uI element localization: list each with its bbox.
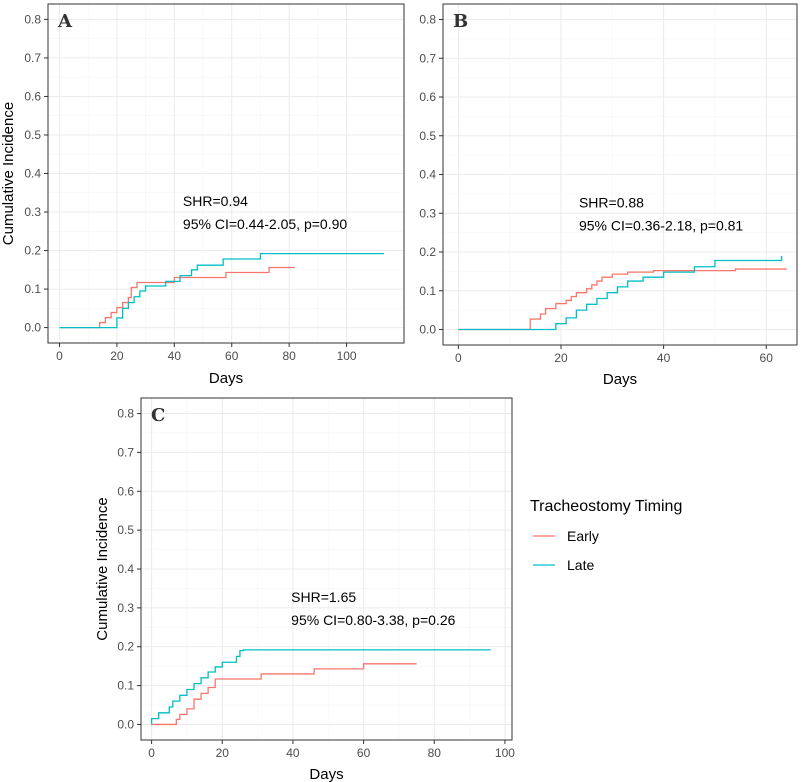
- panel-label: A: [57, 11, 73, 32]
- x-tick-label: 0: [148, 746, 155, 760]
- annotation-ci: 95% CI=0.36-2.18, p=0.81: [579, 217, 743, 233]
- y-tick-label: 0.8: [24, 12, 41, 26]
- x-tick-label: 100: [495, 746, 515, 760]
- x-tick-label: 40: [168, 349, 182, 363]
- gridlines: [48, 4, 404, 343]
- annotation-shr: SHR=0.94: [183, 193, 248, 209]
- series-line-early: [458, 268, 787, 331]
- y-axis-title: Cumulative Incidence: [0, 102, 17, 245]
- x-axis-title: Days: [309, 766, 343, 782]
- panel-a: 0 20 40 60 80 100 0.0 0.1 0.2 0.3 0.4 0.5 0.6 0.7 0.8 D…: [0, 3, 405, 387]
- x-tick-label: 60: [357, 746, 371, 760]
- y-tick-label: 0.5: [419, 129, 436, 143]
- y-tick-label: 0.7: [24, 51, 41, 65]
- series-line-early: [151, 663, 417, 726]
- legend-item-early: Early: [533, 528, 599, 544]
- x-axis-title: Days: [209, 370, 243, 387]
- y-tick-label: 0.4: [117, 562, 134, 576]
- y-tick-label: 0.3: [117, 601, 134, 615]
- panel-label: B: [453, 11, 468, 32]
- x-tick-label: 80: [282, 349, 296, 363]
- x-tick-label: 40: [286, 746, 300, 760]
- x-tick-label: 20: [216, 746, 230, 760]
- x-tick-label: 40: [657, 351, 671, 365]
- legend-label-late: Late: [567, 557, 594, 573]
- series-line-late: [150, 649, 491, 725]
- y-tick-label: 0.5: [117, 523, 134, 537]
- annotation-ci: 95% CI=0.80-3.38, p=0.26: [291, 612, 455, 628]
- x-tick-label: 100: [337, 349, 357, 363]
- x-tick-label: 60: [225, 349, 239, 363]
- y-tick-label: 0.6: [117, 484, 134, 498]
- panel-label: C: [151, 405, 165, 426]
- y-tick-label: 0.3: [419, 206, 436, 220]
- y-tick-label: 0.6: [419, 90, 436, 104]
- legend-item-late: Late: [533, 557, 594, 573]
- y-tick-label: 0.2: [24, 244, 41, 258]
- y-tick-label: 0.6: [24, 89, 41, 103]
- x-tick-label: 60: [760, 351, 774, 365]
- x-tick-label: 20: [110, 349, 124, 363]
- y-tick-label: 0.1: [419, 284, 436, 298]
- annotation-ci: 95% CI=0.44-2.05, p=0.90: [183, 216, 347, 232]
- y-tick-label: 0.2: [419, 245, 436, 259]
- legend-title: Tracheostomy Timing: [530, 498, 682, 515]
- y-tick-label: 0.0: [117, 717, 134, 731]
- panel-b: 0 20 40 60 0.0 0.1 0.2 0.3 0.4 0.5 0.6 0.7 0.8 Days B S…: [419, 3, 798, 388]
- y-tick-label: 0.4: [419, 168, 436, 182]
- legend-label-early: Early: [567, 528, 599, 544]
- x-tick-label: 80: [428, 746, 442, 760]
- y-tick-label: 0.4: [24, 167, 41, 181]
- legend: Tracheostomy Timing Early Late: [530, 498, 682, 573]
- x-axis-title: Days: [603, 371, 637, 388]
- x-tick-label: 0: [56, 349, 63, 363]
- annotation-shr: SHR=0.88: [579, 194, 644, 210]
- y-tick-label: 0.1: [24, 282, 41, 296]
- y-axis-title: Cumulative Incidence: [94, 497, 111, 640]
- annotation-shr: SHR=1.65: [291, 589, 356, 605]
- y-tick-label: 0.8: [117, 407, 134, 421]
- panels-layer: 0 20 40 60 80 100 0.0 0.1 0.2 0.3 0.4 0.5 0.6 0.7 0.8 D…: [0, 3, 798, 782]
- x-tick-label: 0: [455, 351, 462, 365]
- panel-c: 0 20 40 60 80 100 0.0 0.1 0.2 0.3 0.4 0.5 0.6 0.7 0.8 D…: [94, 397, 515, 782]
- y-tick-label: 0.7: [117, 445, 134, 459]
- y-tick-label: 0.0: [419, 323, 436, 337]
- gridlines: [141, 398, 512, 740]
- series-line-early: [59, 266, 295, 329]
- y-tick-label: 0.5: [24, 128, 41, 142]
- gridlines: [443, 4, 797, 345]
- y-tick-label: 0.1: [117, 679, 134, 693]
- y-tick-label: 0.2: [117, 640, 134, 654]
- series-line-late: [59, 252, 384, 329]
- y-tick-label: 0.8: [419, 13, 436, 27]
- y-tick-label: 0.7: [419, 51, 436, 65]
- series-line-late: [458, 255, 783, 331]
- x-tick-label: 20: [554, 351, 568, 365]
- y-tick-label: 0.0: [24, 321, 41, 335]
- y-tick-label: 0.3: [24, 205, 41, 219]
